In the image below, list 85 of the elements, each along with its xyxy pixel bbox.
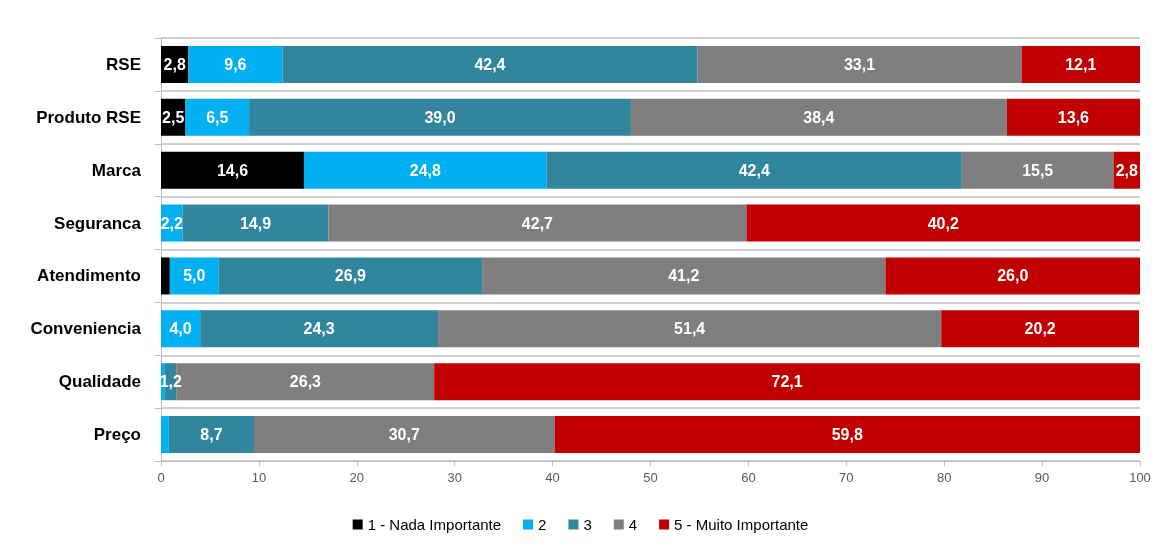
bar [885,257,1140,295]
legend-label: 4 [628,516,638,533]
data-label: 1,2 [159,373,183,391]
data-label: 30,7 [388,426,420,444]
x-tick-label: 10 [251,470,267,485]
bar [554,416,1140,454]
data-label: 4,0 [169,320,192,338]
data-label: 72,1 [771,373,803,391]
y-tick-label: Seguranca [54,213,142,233]
data-label: 40,2 [927,214,959,232]
bar [961,151,1114,189]
data-label: 12,1 [1065,55,1097,73]
bar [185,98,250,136]
bar [482,257,886,295]
bar [282,45,698,83]
data-label: 24,8 [409,161,441,179]
data-label: 38,4 [803,108,835,126]
bar [630,98,1007,136]
data-label: 24,3 [303,320,335,338]
data-label: 2,2 [160,214,183,232]
bar [254,416,555,454]
data-label: 9,6 [224,55,247,73]
data-label: 59,8 [831,426,863,444]
data-label: 14,9 [239,214,272,232]
data-label: 2,5 [162,108,185,126]
bar [161,257,170,295]
bar [941,310,1140,348]
data-label: 5,0 [183,267,206,285]
y-tick-label: Preço [93,425,141,445]
x-tick-label: 80 [936,470,952,485]
data-label: 8,7 [200,426,223,444]
bar [1006,98,1140,136]
x-tick-label: 90 [1034,470,1050,485]
y-tick-label: RSE [106,54,141,74]
x-tick-label: 70 [839,470,854,485]
data-label: 42,4 [474,55,506,73]
x-tick-label: 0 [157,470,165,485]
x-tick-label: 50 [643,470,658,485]
data-label: 26,3 [289,373,322,391]
x-tick-label: 60 [741,470,756,485]
legend-label: 1 - Nada Importante [367,516,502,533]
bar [182,204,329,242]
bar [168,416,255,454]
bar [249,98,631,136]
bar [434,363,1140,401]
data-label: 42,7 [521,214,554,232]
data-label: 15,5 [1022,161,1054,179]
legend-label: 5 - Muito Importante [674,516,809,533]
bar [746,204,1140,242]
x-tick-label: 30 [447,470,462,485]
data-label: 13,6 [1057,108,1090,126]
y-tick-label: Conveniencia [30,319,142,339]
data-label: 6,5 [206,108,229,126]
data-label: 42,4 [738,161,770,179]
data-label: 26,9 [334,267,367,285]
bar [438,310,942,348]
x-tick-label: 40 [545,470,560,485]
legend-label: 3 [583,516,592,533]
data-label: 41,2 [668,267,700,285]
y-tick-label: Qualidade [58,372,141,392]
bar [303,151,547,189]
data-label: 2,8 [163,55,186,73]
bar [218,257,483,295]
bar [546,151,962,189]
bar [169,257,219,295]
y-tick-label: Produto RSE [36,107,141,127]
bar [188,45,283,83]
y-tick-label: Atendimento [37,266,141,286]
bar [1021,45,1140,83]
bar [200,310,439,348]
bar [161,151,304,189]
data-label: 26,0 [997,267,1029,285]
data-label: 20,2 [1024,320,1056,338]
bar [328,204,747,242]
bar [697,45,1022,83]
bar [161,416,169,454]
data-label: 39,0 [424,108,456,126]
x-tick-label: 100 [1129,470,1151,485]
data-label: 14,6 [216,161,249,179]
y-tick-label: Marca [91,160,142,180]
data-label: 51,4 [674,320,706,338]
data-label: 33,1 [843,55,876,73]
x-tick-label: 20 [349,470,365,485]
data-label: 2,8 [1115,161,1138,179]
legend-label: 2 [538,516,547,533]
